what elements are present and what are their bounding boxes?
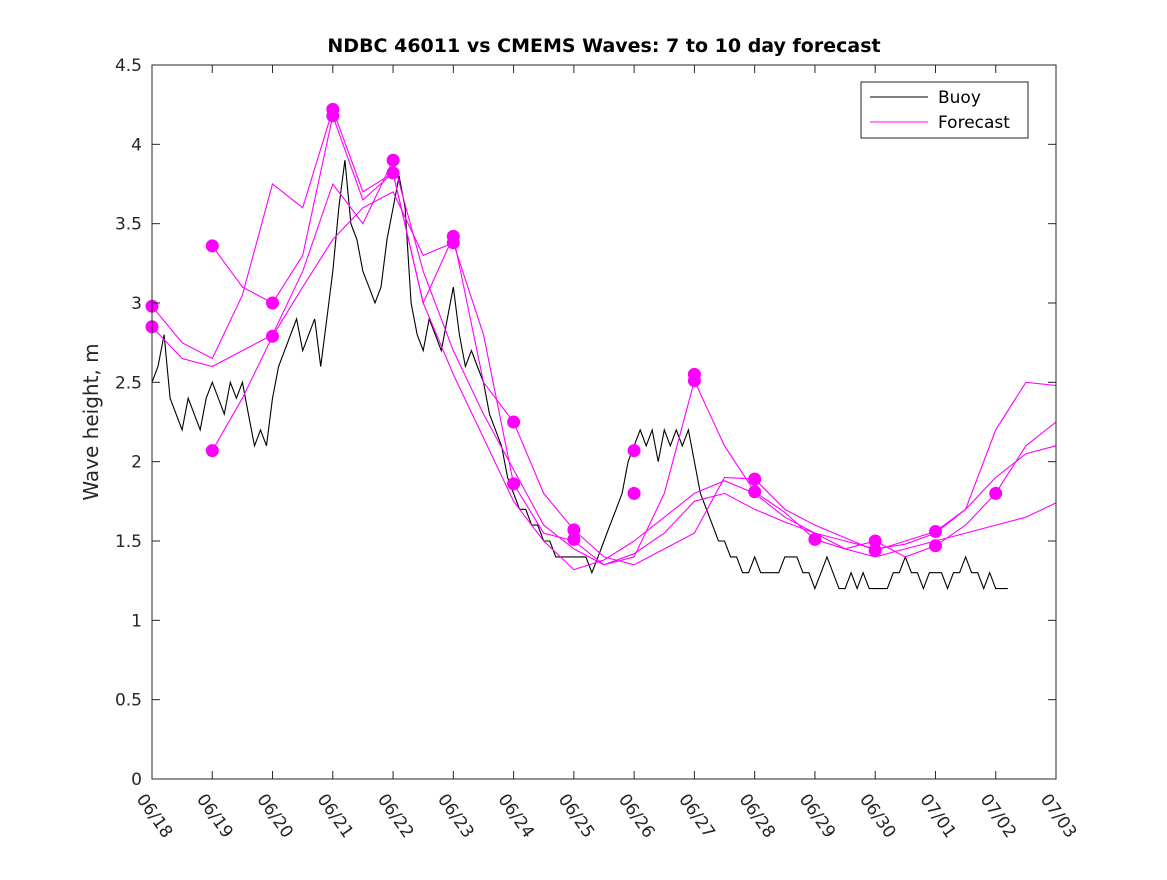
forecast-marker [205,239,219,253]
forecast-marker [386,153,400,167]
forecast-marker [748,472,762,486]
forecast-marker [627,486,641,500]
forecast-marker [386,166,400,180]
forecast-marker [929,525,942,538]
legend-box [860,81,1029,139]
chart-title: NDBC 46011 vs CMEMS Waves: 7 to 10 day f… [327,35,880,57]
forecast-marker [205,444,219,458]
forecast-marker [868,534,882,548]
data-layer [145,102,1057,591]
forecast-marker [326,109,340,123]
forecast-marker [507,477,521,491]
forecast-marker [507,415,521,429]
y-tick-label: 2 [131,453,142,473]
forecast-marker [748,485,762,499]
forecast-marker [687,374,701,388]
y-tick-label: 0.5 [115,691,142,711]
series-line-forecast-3 [211,113,1057,566]
forecast-marker [567,523,581,537]
forecast-marker [266,329,279,343]
legend-label-buoy: Buoy [938,88,981,108]
forecast-marker [266,296,279,310]
forecast-marker [808,532,822,546]
y-tick-label: 3.5 [115,215,142,235]
y-tick-label: 3 [131,294,142,314]
plot-frame [151,64,1057,780]
forecast-marker [567,532,581,546]
legend-label-forecast: Forecast [938,113,1010,133]
y-tick-label: 1.5 [115,532,142,552]
y-tick-label: 1 [131,611,142,631]
y-tick-label: 4.5 [115,56,142,76]
y-tick-label: 4 [131,135,142,155]
y-axis-label: Wave height, m [79,343,103,500]
forecast-marker [929,539,942,553]
legend: Buoy Forecast [860,81,1029,139]
forecast-marker [627,444,641,458]
forecast-marker [446,236,460,250]
y-tick-label: 0 [131,770,142,790]
series-line-buoy [151,160,1008,591]
series-line-forecast-1 [151,107,1057,571]
forecast-marker [868,544,882,557]
series-line-forecast-4 [211,191,1057,566]
forecast-marker [989,486,1003,500]
y-tick-label: 2.5 [115,373,142,393]
